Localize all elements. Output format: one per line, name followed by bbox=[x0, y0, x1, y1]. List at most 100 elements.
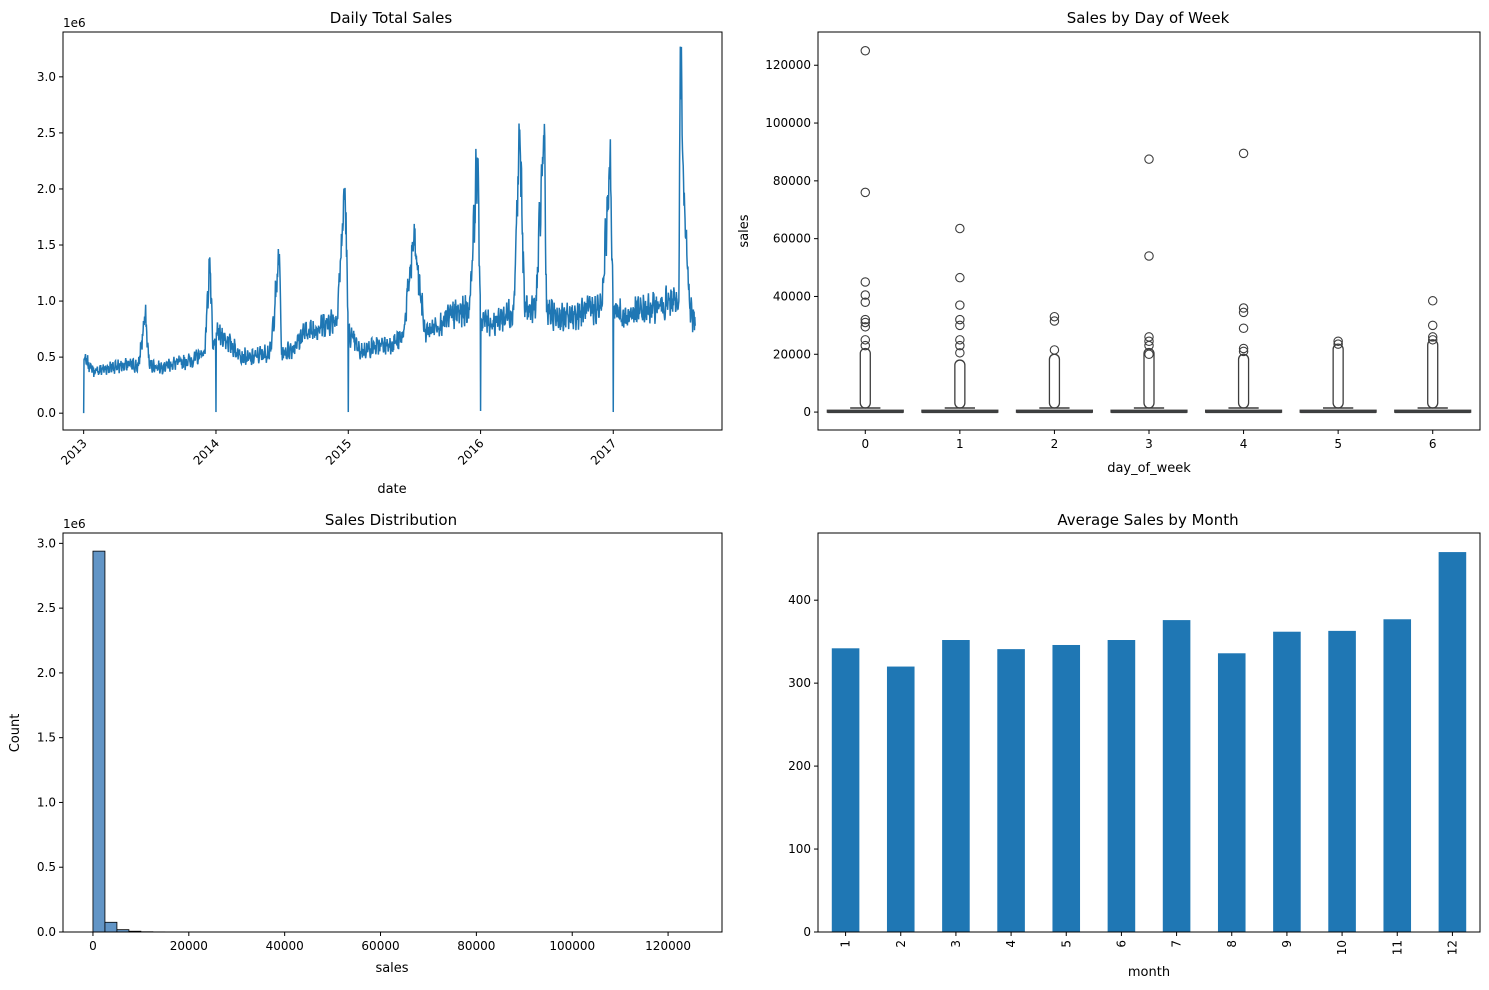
axes-frame bbox=[817, 31, 1481, 431]
outlier-point bbox=[1144, 336, 1154, 347]
x-tick-label: 10 bbox=[1335, 940, 1349, 955]
box-day-4 bbox=[1204, 148, 1283, 414]
outlier-point bbox=[860, 335, 871, 345]
x-tick-label: 3 bbox=[949, 940, 963, 948]
axes-frame bbox=[62, 532, 723, 933]
plot-area bbox=[92, 550, 202, 933]
y-tick-label: 0.0 bbox=[37, 925, 56, 939]
y-tick-label: 60000 bbox=[773, 232, 811, 246]
sales-distribution-chart: Sales Distribution 1e6 sales Count 0.0 0.… bbox=[8, 511, 723, 976]
y-axis-label: sales bbox=[737, 214, 752, 247]
y-axis-label: Count bbox=[8, 714, 23, 753]
daily-total-sales-chart: Daily Total Sales 1e6 date 0.0 0.5 1.0 1.5 2… bbox=[37, 9, 723, 497]
bar-month-5 bbox=[1052, 644, 1081, 932]
chart-title: Sales Distribution bbox=[325, 511, 457, 529]
outlier-point bbox=[1144, 154, 1154, 164]
x-tick-label: 6 bbox=[1114, 940, 1128, 948]
outlier-point bbox=[1238, 148, 1249, 159]
dense-outliers bbox=[1427, 339, 1439, 409]
outlier-point bbox=[955, 223, 965, 234]
outlier-point bbox=[1049, 311, 1060, 322]
outlier-point bbox=[860, 277, 871, 287]
outlier-point bbox=[955, 314, 965, 325]
outlier-point bbox=[1049, 345, 1060, 355]
y-tick-label: 1.0 bbox=[37, 294, 56, 308]
outlier-point bbox=[1144, 349, 1154, 360]
x-tick-label: 40000 bbox=[266, 939, 304, 953]
x-tick-label: 4 bbox=[1240, 437, 1248, 451]
y-tick-label: 1.5 bbox=[37, 731, 56, 745]
y-tick-label: 300 bbox=[788, 676, 811, 690]
outlier-point bbox=[860, 317, 871, 328]
outlier-point bbox=[955, 348, 965, 358]
dense-outliers bbox=[859, 347, 871, 409]
x-axis-label: day_of_week bbox=[1107, 461, 1191, 476]
outlier-point bbox=[1238, 303, 1249, 313]
x-tick-label: 2 bbox=[894, 940, 908, 948]
bar-month-11 bbox=[1383, 619, 1412, 932]
outlier-point bbox=[1238, 346, 1249, 357]
y-offset-label: 1e6 bbox=[63, 16, 86, 30]
y-tick-label: 120000 bbox=[765, 58, 811, 72]
bar-month-4 bbox=[997, 649, 1025, 932]
dense-outliers bbox=[954, 359, 966, 409]
outlier-point bbox=[1427, 332, 1438, 342]
box-day-6 bbox=[1394, 296, 1472, 414]
x-tick-label: 1 bbox=[839, 940, 853, 948]
bar-month-2 bbox=[886, 666, 915, 932]
x-tick-label: 12 bbox=[1445, 940, 1459, 955]
outlier-point bbox=[1144, 251, 1154, 261]
y-tick-label: 1.0 bbox=[37, 795, 56, 809]
axes-frame bbox=[62, 31, 723, 431]
bar-month-7 bbox=[1162, 620, 1191, 932]
y-tick-label: 0.5 bbox=[37, 860, 56, 874]
plot-area bbox=[831, 552, 1467, 932]
chart-title: Daily Total Sales bbox=[330, 9, 453, 27]
sales-by-day-of-week-chart: Sales by Day of Week day_of_week sales 0… bbox=[737, 9, 1481, 476]
chart-title: Sales by Day of Week bbox=[1067, 9, 1230, 27]
outlier-point bbox=[1427, 296, 1438, 306]
outlier-point bbox=[1427, 320, 1438, 331]
y-tick-label: 400 bbox=[788, 593, 811, 607]
box-day-0 bbox=[826, 46, 904, 414]
y-tick-label: 200 bbox=[788, 759, 811, 773]
x-axis-label: date bbox=[377, 482, 406, 497]
x-tick-label: 2017 bbox=[588, 436, 619, 467]
outlier-point bbox=[1333, 336, 1343, 347]
x-tick-label: 0 bbox=[89, 939, 97, 953]
x-tick-label: 2013 bbox=[58, 436, 89, 467]
box-day-1 bbox=[921, 223, 999, 414]
bar-month-10 bbox=[1328, 630, 1356, 932]
y-tick-label: 2.5 bbox=[37, 601, 56, 615]
y-tick-label: 20000 bbox=[773, 347, 811, 361]
outlier-point bbox=[860, 340, 871, 351]
outlier-point bbox=[1049, 316, 1060, 326]
y-tick-label: 1.5 bbox=[37, 238, 56, 252]
x-tick-label: 0 bbox=[861, 437, 869, 451]
x-tick-label: 5 bbox=[1059, 940, 1073, 948]
bar-month-3 bbox=[942, 640, 970, 932]
histogram-bar bbox=[104, 921, 118, 933]
y-tick-label: 0 bbox=[803, 405, 811, 419]
outlier-point bbox=[955, 300, 965, 310]
bar-month-12 bbox=[1438, 552, 1467, 932]
x-tick-label: 3 bbox=[1145, 437, 1153, 451]
x-tick-label: 4 bbox=[1004, 940, 1018, 948]
y-tick-label: 40000 bbox=[773, 289, 811, 303]
outlier-point bbox=[955, 320, 965, 331]
y-tick-label: 0.0 bbox=[37, 406, 56, 420]
y-tick-label: 3.0 bbox=[37, 536, 56, 550]
outlier-point bbox=[1333, 339, 1343, 349]
y-tick-label: 100 bbox=[788, 842, 811, 856]
x-tick-label: 120000 bbox=[645, 939, 691, 953]
x-tick-label: 20000 bbox=[170, 939, 208, 953]
outlier-point bbox=[860, 46, 871, 56]
sales-line bbox=[82, 46, 696, 414]
outlier-point bbox=[1238, 307, 1249, 318]
y-tick-label: 80000 bbox=[773, 174, 811, 188]
outlier-point bbox=[1427, 335, 1438, 345]
outlier-point bbox=[860, 314, 871, 325]
outlier-point bbox=[955, 272, 965, 283]
box-day-3 bbox=[1110, 154, 1188, 414]
x-tick-label: 2014 bbox=[191, 436, 222, 467]
